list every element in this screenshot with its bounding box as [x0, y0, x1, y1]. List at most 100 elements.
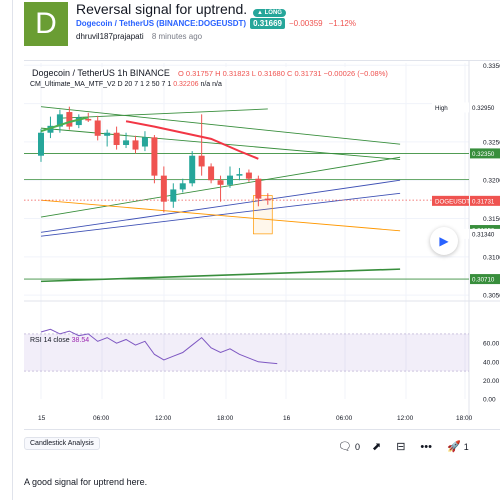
price-chart[interactable]: 0.33500 0.32950 0.32500 0.32000 0.31500 0.310…: [24, 61, 500, 431]
more-icon: •••: [420, 440, 432, 453]
long-badge-label: LONG: [264, 10, 282, 16]
candle-body: [236, 174, 243, 176]
candle-body: [38, 132, 44, 156]
indicator-name[interactable]: CM_Ultimate_MA_MTF_V2 D 20 7 1 2 50 7 1: [30, 81, 172, 88]
idea-header: D Reversal signal for uptrend. Dogecoin …: [24, 0, 500, 48]
symbol-link[interactable]: Dogecoin / TetherUS (BINANCE:DOGEUSDT): [76, 19, 247, 28]
rsi-axis-tick: 0.00: [483, 397, 496, 404]
candle-body: [85, 118, 92, 121]
idea-title: Reversal signal for uptrend.: [76, 1, 248, 17]
candle-body: [255, 178, 262, 199]
symbol-price-tag-prefix: DOGEUSDT: [435, 198, 470, 205]
symbol-price-tag: 0.31731: [472, 198, 495, 205]
candle-body: [132, 140, 139, 150]
tag-candlestick-analysis[interactable]: Candlestick Analysis: [24, 437, 100, 450]
bookmark-button[interactable]: ⊟: [396, 440, 408, 453]
chart-panel[interactable]: 0.33500 0.32950 0.32500 0.32000 0.31500 0.310…: [24, 60, 500, 430]
candle-body: [227, 175, 233, 185]
boost-button[interactable]: 🚀 1: [447, 440, 469, 453]
candle-body: [208, 166, 215, 181]
time-axis-tick: 16: [283, 415, 291, 422]
price-change-percent: −1.12%: [328, 19, 356, 28]
trend-line: [40, 268, 401, 283]
ma-red-line: [125, 120, 259, 160]
level-price-tag-bg: [470, 274, 500, 285]
high-price-tag-prefix-bg: [432, 102, 469, 113]
symbol-price-tag-bg: [470, 195, 500, 206]
time-axis-tick: 18:00: [456, 415, 473, 422]
legend-symbol[interactable]: Dogecoin / TetherUS 1h BINANCE: [32, 68, 170, 78]
published-time: 8 minutes ago: [151, 32, 203, 41]
candle-body: [47, 125, 54, 133]
rsi-axis-tick: 20.00: [483, 378, 500, 385]
trend-line: [40, 179, 401, 233]
symbol-price-tag-prefix-bg: [432, 195, 469, 206]
price-axis-tick: 0.31000: [483, 254, 500, 261]
rsi-axis-tick: 60.00: [483, 341, 500, 348]
candle-body: [179, 183, 186, 190]
candle-body: [56, 114, 63, 127]
comments-button[interactable]: 🗨 0: [338, 440, 360, 453]
page-left-border: [12, 0, 13, 500]
author-row: dhruvil187prajapati 8 minutes ago: [76, 32, 202, 41]
idea-description: A good signal for uptrend here.: [24, 477, 148, 487]
rsi-axis-tick: 40.00: [483, 359, 500, 366]
candle-body: [245, 172, 252, 179]
time-axis-tick: 12:00: [397, 415, 414, 422]
chart-legend: Dogecoin / TetherUS 1h BINANCE O 0.31757…: [30, 67, 390, 79]
rsi-legend: RSI 14 close 38.54: [30, 337, 89, 344]
candle-body: [141, 137, 148, 147]
price-axis-tick: 0.32000: [483, 178, 500, 185]
legend-ohlc: O 0.31757 H 0.31823 L 0.31680 C 0.31731 …: [178, 69, 388, 78]
candle-body: [189, 155, 196, 184]
level-price-tag: 0.32350: [472, 151, 495, 158]
indicator-na: n/a n/a: [200, 81, 222, 88]
long-badge: ▲ LONG: [253, 9, 286, 17]
trend-line: [40, 199, 401, 232]
time-axis-tick: 15: [38, 415, 46, 422]
idea-actions: 🗨 0 ⬈ ⊟ ••• 🚀 1: [338, 440, 469, 454]
highlight-box: [253, 195, 273, 235]
bookmark-icon: ⊟: [396, 441, 406, 453]
rsi-label[interactable]: RSI 14 close: [30, 337, 70, 344]
price-axis-tick: 0.31500: [483, 216, 500, 223]
candle-body: [151, 137, 158, 176]
high-price-tag: 0.32950: [472, 105, 495, 112]
indicator-legend: CM_Ultimate_MA_MTF_V2 D 20 7 1 2 50 7 1 …: [30, 81, 222, 88]
candle-body: [264, 198, 271, 201]
candle-body: [113, 132, 120, 145]
ma-green-line: [40, 116, 89, 133]
price-axis-tick: 0.33500: [483, 63, 500, 70]
price-axis-tick: 0.30500: [483, 293, 500, 300]
boosts-count: 1: [463, 442, 469, 452]
candle-body: [198, 155, 205, 167]
play-replay-button[interactable]: ▶: [430, 227, 458, 255]
time-axis-tick: 06:00: [336, 415, 353, 422]
author-avatar[interactable]: D: [24, 2, 68, 46]
more-button[interactable]: •••: [420, 441, 435, 453]
high-price-tag-prefix: High: [435, 105, 448, 112]
rsi-value: 38.54: [71, 337, 90, 344]
rsi-band: [24, 333, 469, 372]
candle-body: [160, 175, 167, 202]
indicator-value: 0.32206: [173, 81, 199, 88]
share-icon: ⬈: [371, 441, 382, 453]
share-button[interactable]: ⬈: [372, 440, 384, 453]
candle-body: [123, 140, 130, 145]
time-axis-tick: 18:00: [217, 415, 234, 422]
candle-body: [66, 112, 73, 127]
price-axis-tick: 0.32500: [483, 139, 500, 146]
low-price-tag-bg: [470, 228, 500, 239]
price-change: −0.00359: [289, 19, 323, 28]
level-price-tag-bg: [470, 148, 500, 159]
author-name[interactable]: dhruvil187prajapati: [76, 32, 144, 41]
time-axis-tick: 12:00: [155, 415, 172, 422]
rsi-line: [40, 328, 278, 365]
comments-count: 0: [354, 442, 360, 452]
trend-line: [40, 106, 401, 145]
candle-body: [170, 189, 177, 202]
candle-body: [217, 180, 224, 185]
high-price-tag-bg: [470, 102, 500, 113]
trend-line: [59, 108, 268, 119]
last-price: 0.31669: [250, 18, 285, 29]
